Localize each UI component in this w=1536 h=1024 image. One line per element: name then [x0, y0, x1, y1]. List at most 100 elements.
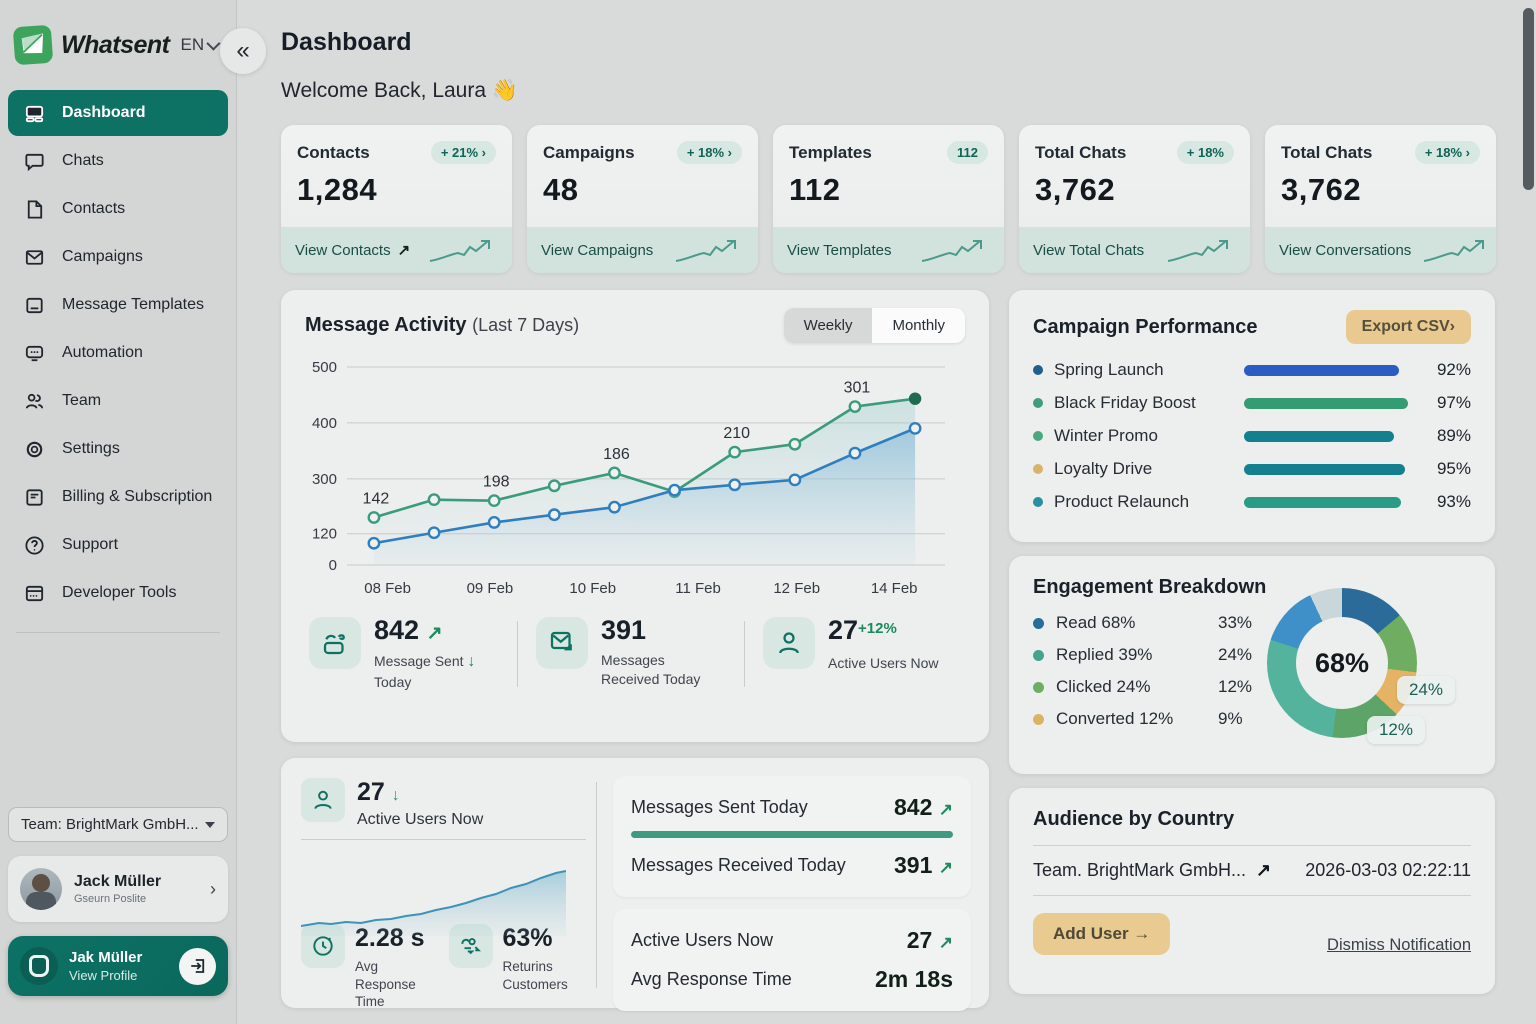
audience-by-country-card: Audience by Country Team. BrightMark Gmb…: [1009, 788, 1495, 994]
legend-dot: [1033, 497, 1043, 507]
sidebar-item-dashboard[interactable]: Dashboard: [8, 90, 228, 136]
stat-card-footer-link[interactable]: View Campaigns: [527, 227, 758, 273]
welcome-text: Welcome Back, Laura 👋: [281, 79, 519, 102]
automation-icon: [22, 341, 46, 365]
svg-text:12 Feb: 12 Feb: [773, 580, 820, 597]
audience-title: Audience by Country: [1033, 808, 1235, 830]
progress-bar: [631, 831, 953, 838]
toggle-monthly[interactable]: Monthly: [872, 308, 965, 343]
donut-callout-24: 24%: [1396, 676, 1455, 704]
users-metrics-card: Active Users Now 27 ↗ Avg Response Time …: [613, 909, 971, 1011]
stat-card-footer-link[interactable]: View Contacts ↗: [281, 227, 512, 273]
campaign-bar: [1244, 397, 1408, 409]
up-arrow-icon: ↗: [938, 858, 953, 877]
user-name: Jack Müller: [74, 873, 162, 890]
sidebar-item-developer-tools[interactable]: Developer Tools: [8, 570, 228, 616]
stat-card-footer-link[interactable]: View Conversations: [1265, 227, 1496, 273]
stat-card-link-label: View Templates: [787, 241, 892, 259]
campaign-name: Product Relaunch: [1054, 492, 1190, 511]
sidebar-item-automation[interactable]: Automation: [8, 330, 228, 376]
campaign-performance-card: Campaign Performance Export CSV› Spring …: [1009, 290, 1495, 542]
stat-card-link-label: View Total Chats: [1033, 241, 1145, 259]
campaign-name: Loyalty Drive: [1054, 459, 1153, 478]
devtools-icon: [22, 581, 46, 605]
message-activity-title: Message Activity (Last 7 Days): [305, 314, 580, 336]
down-arrow-icon: ↓: [391, 787, 400, 804]
stat-card-footer-link[interactable]: View Templates: [773, 227, 1004, 273]
stat-card-footer-link[interactable]: View Total Chats: [1019, 227, 1250, 273]
send-icon: [309, 617, 361, 669]
scrollbar-thumb[interactable]: [1523, 8, 1534, 190]
avatar: [20, 868, 62, 910]
collapse-sidebar-button[interactable]: «: [220, 28, 266, 74]
stat-card-link-label: View Conversations: [1279, 241, 1412, 259]
donut-callout-12: 12%: [1366, 716, 1425, 744]
sparkline-icon: [1424, 240, 1485, 262]
engagement-row-replied: Replied 39% 24%: [1033, 645, 1268, 665]
sidebar-item-label: Support: [62, 536, 119, 553]
user-icon: [763, 617, 815, 669]
down-arrow-icon: ↓: [467, 653, 476, 670]
divider: [1033, 895, 1471, 896]
user-subtitle: Gseurn Poslite: [74, 893, 147, 905]
up-right-arrow-icon: ↗: [397, 242, 411, 259]
svg-text:09 Feb: 09 Feb: [467, 580, 514, 597]
stat-card-campaigns[interactable]: Campaigns + 18% › 48 View Campaigns: [527, 125, 758, 273]
team-selector[interactable]: Team: BrightMark GmbH...: [8, 807, 228, 842]
legend-dot: [1033, 464, 1043, 474]
up-arrow-icon: ↗: [938, 933, 953, 952]
engagement-title: Engagement Breakdown: [1033, 576, 1267, 598]
settings-icon: [22, 437, 46, 461]
language-selector[interactable]: EN: [181, 35, 221, 55]
stat-card-link-label: View Campaigns: [541, 241, 654, 259]
dismiss-notification-link[interactable]: Dismiss Notification: [1327, 936, 1471, 954]
svg-text:120: 120: [312, 526, 337, 543]
sidebar-item-campaigns[interactable]: Campaigns: [8, 234, 228, 280]
engagement-label: Replied 39%: [1056, 645, 1153, 664]
brand-row: Whatsent EN: [8, 24, 228, 90]
campaign-row-black-friday-boost: Black Friday Boost 97%: [1033, 393, 1471, 413]
add-user-button[interactable]: Add User →: [1033, 913, 1171, 955]
stat-card-contacts[interactable]: Contacts + 21% › 1,284 View Contacts ↗: [281, 125, 512, 273]
svg-text:142: 142: [363, 490, 390, 507]
user-card[interactable]: Jack Müller Gseurn Poslite ›: [8, 856, 228, 922]
svg-text:14 Feb: 14 Feb: [871, 580, 918, 597]
legend-dot: [1033, 431, 1043, 441]
dashboard-icon: [22, 101, 46, 125]
stat-card-badge: 112: [947, 141, 988, 164]
audience-team-link[interactable]: Team. BrightMark GmbH... ↗: [1033, 860, 1272, 880]
divider: [596, 782, 597, 988]
export-csv-button[interactable]: Export CSV›: [1345, 310, 1471, 344]
logout-icon[interactable]: [179, 947, 216, 985]
stat-card-total-chats[interactable]: Total Chats + 18% 3,762 View Total Chats: [1019, 125, 1250, 273]
stat-card-badge: + 21% ›: [430, 141, 496, 164]
chevron-down-icon: [206, 36, 221, 51]
audience-timestamp: 2026-03-03 02:22:11: [1305, 860, 1471, 880]
sidebar-item-contacts[interactable]: Contacts: [8, 186, 228, 232]
stat-card-total-chats[interactable]: Total Chats + 18% › 3,762 View Conversation…: [1265, 125, 1496, 273]
legend-dot: [1033, 365, 1043, 375]
sidebar-item-message-templates[interactable]: Message Templates: [8, 282, 228, 328]
svg-text:10 Feb: 10 Feb: [569, 580, 616, 597]
svg-text:0: 0: [329, 557, 337, 574]
sparkline-icon: [429, 240, 490, 262]
view-profile-card[interactable]: Jak Müller View Profile: [8, 936, 228, 996]
user-icon: [301, 778, 345, 822]
legend-dot: [1033, 649, 1044, 661]
sidebar-item-team[interactable]: Team: [8, 378, 228, 424]
sidebar-divider: [16, 632, 220, 633]
profile-name: Jak Müller: [69, 949, 143, 966]
sidebar-item-chats[interactable]: Chats: [8, 138, 228, 184]
campaign-row-loyalty-drive: Loyalty Drive 95%: [1033, 459, 1471, 479]
message-activity-card: Message Activity (Last 7 Days) Weekly Mo…: [281, 290, 989, 742]
sidebar-item-settings[interactable]: Settings: [8, 426, 228, 472]
templates-icon: [22, 293, 46, 317]
support-icon: [22, 533, 46, 557]
contacts-icon: [22, 197, 46, 221]
stat-card-templates[interactable]: Templates 112 112 View Templates: [773, 125, 1004, 273]
sidebar-item-billing-subscription[interactable]: Billing & Subscription: [8, 474, 228, 520]
stat-card-value: 48: [543, 172, 579, 207]
sidebar-item-support[interactable]: Support: [8, 522, 228, 568]
campaign-pct: 92%: [1436, 360, 1471, 379]
toggle-weekly[interactable]: Weekly: [783, 308, 873, 343]
